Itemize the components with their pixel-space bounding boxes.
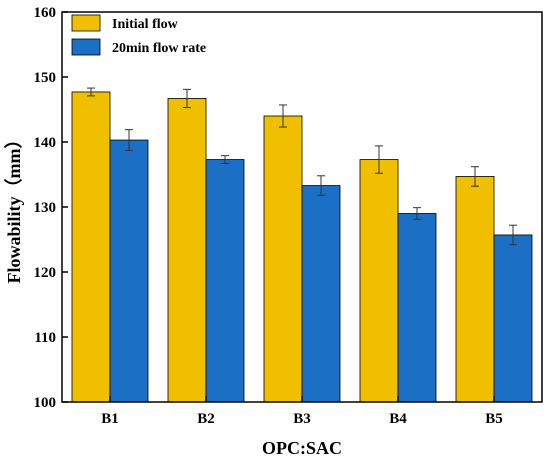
x-tick-label: B2 <box>197 411 215 427</box>
legend: Initial flow 20min flow rate <box>71 14 206 56</box>
bar-20min-flow-rate-b2 <box>205 159 245 403</box>
x-tick-label: B5 <box>485 411 503 427</box>
axes-layer: 100 110 120 130 140 150 160 B1 B2 B3 B4 B5 <box>34 5 543 427</box>
bar-20min-flow-rate-b3 <box>301 185 341 403</box>
x-tick-label: B1 <box>101 411 119 427</box>
y-tick-label: 150 <box>34 70 57 86</box>
y-tick-label: 120 <box>34 265 57 281</box>
y-tick-label: 140 <box>34 135 57 151</box>
legend-swatch-20min-flow-rate <box>71 38 101 56</box>
x-axis-title: OPC:SAC <box>262 438 342 458</box>
legend-swatch-initial-flow <box>71 14 101 32</box>
bar-initial-flow-b4 <box>359 159 399 403</box>
legend-label-20min-flow-rate: 20min flow rate <box>112 41 206 56</box>
y-tick-label: 130 <box>34 200 57 216</box>
y-tick-label: 110 <box>34 330 56 346</box>
x-tick-label: B4 <box>389 411 407 427</box>
bars-layer <box>71 91 533 403</box>
bar-20min-flow-rate-b1 <box>109 139 149 403</box>
y-tick-label: 100 <box>34 395 57 411</box>
y-axis-title: Flowability（mm） <box>4 131 24 284</box>
bar-initial-flow-b5 <box>455 176 495 403</box>
y-tick-label: 160 <box>34 5 57 21</box>
bar-initial-flow-b3 <box>263 115 303 403</box>
legend-label-initial-flow: Initial flow <box>112 17 179 32</box>
x-tick-label: B3 <box>293 411 311 427</box>
bar-initial-flow-b1 <box>71 91 111 403</box>
bar-20min-flow-rate-b4 <box>397 213 437 403</box>
bar-initial-flow-b2 <box>167 98 207 403</box>
bar-20min-flow-rate-b5 <box>493 234 533 403</box>
error-bars-layer <box>87 87 517 246</box>
